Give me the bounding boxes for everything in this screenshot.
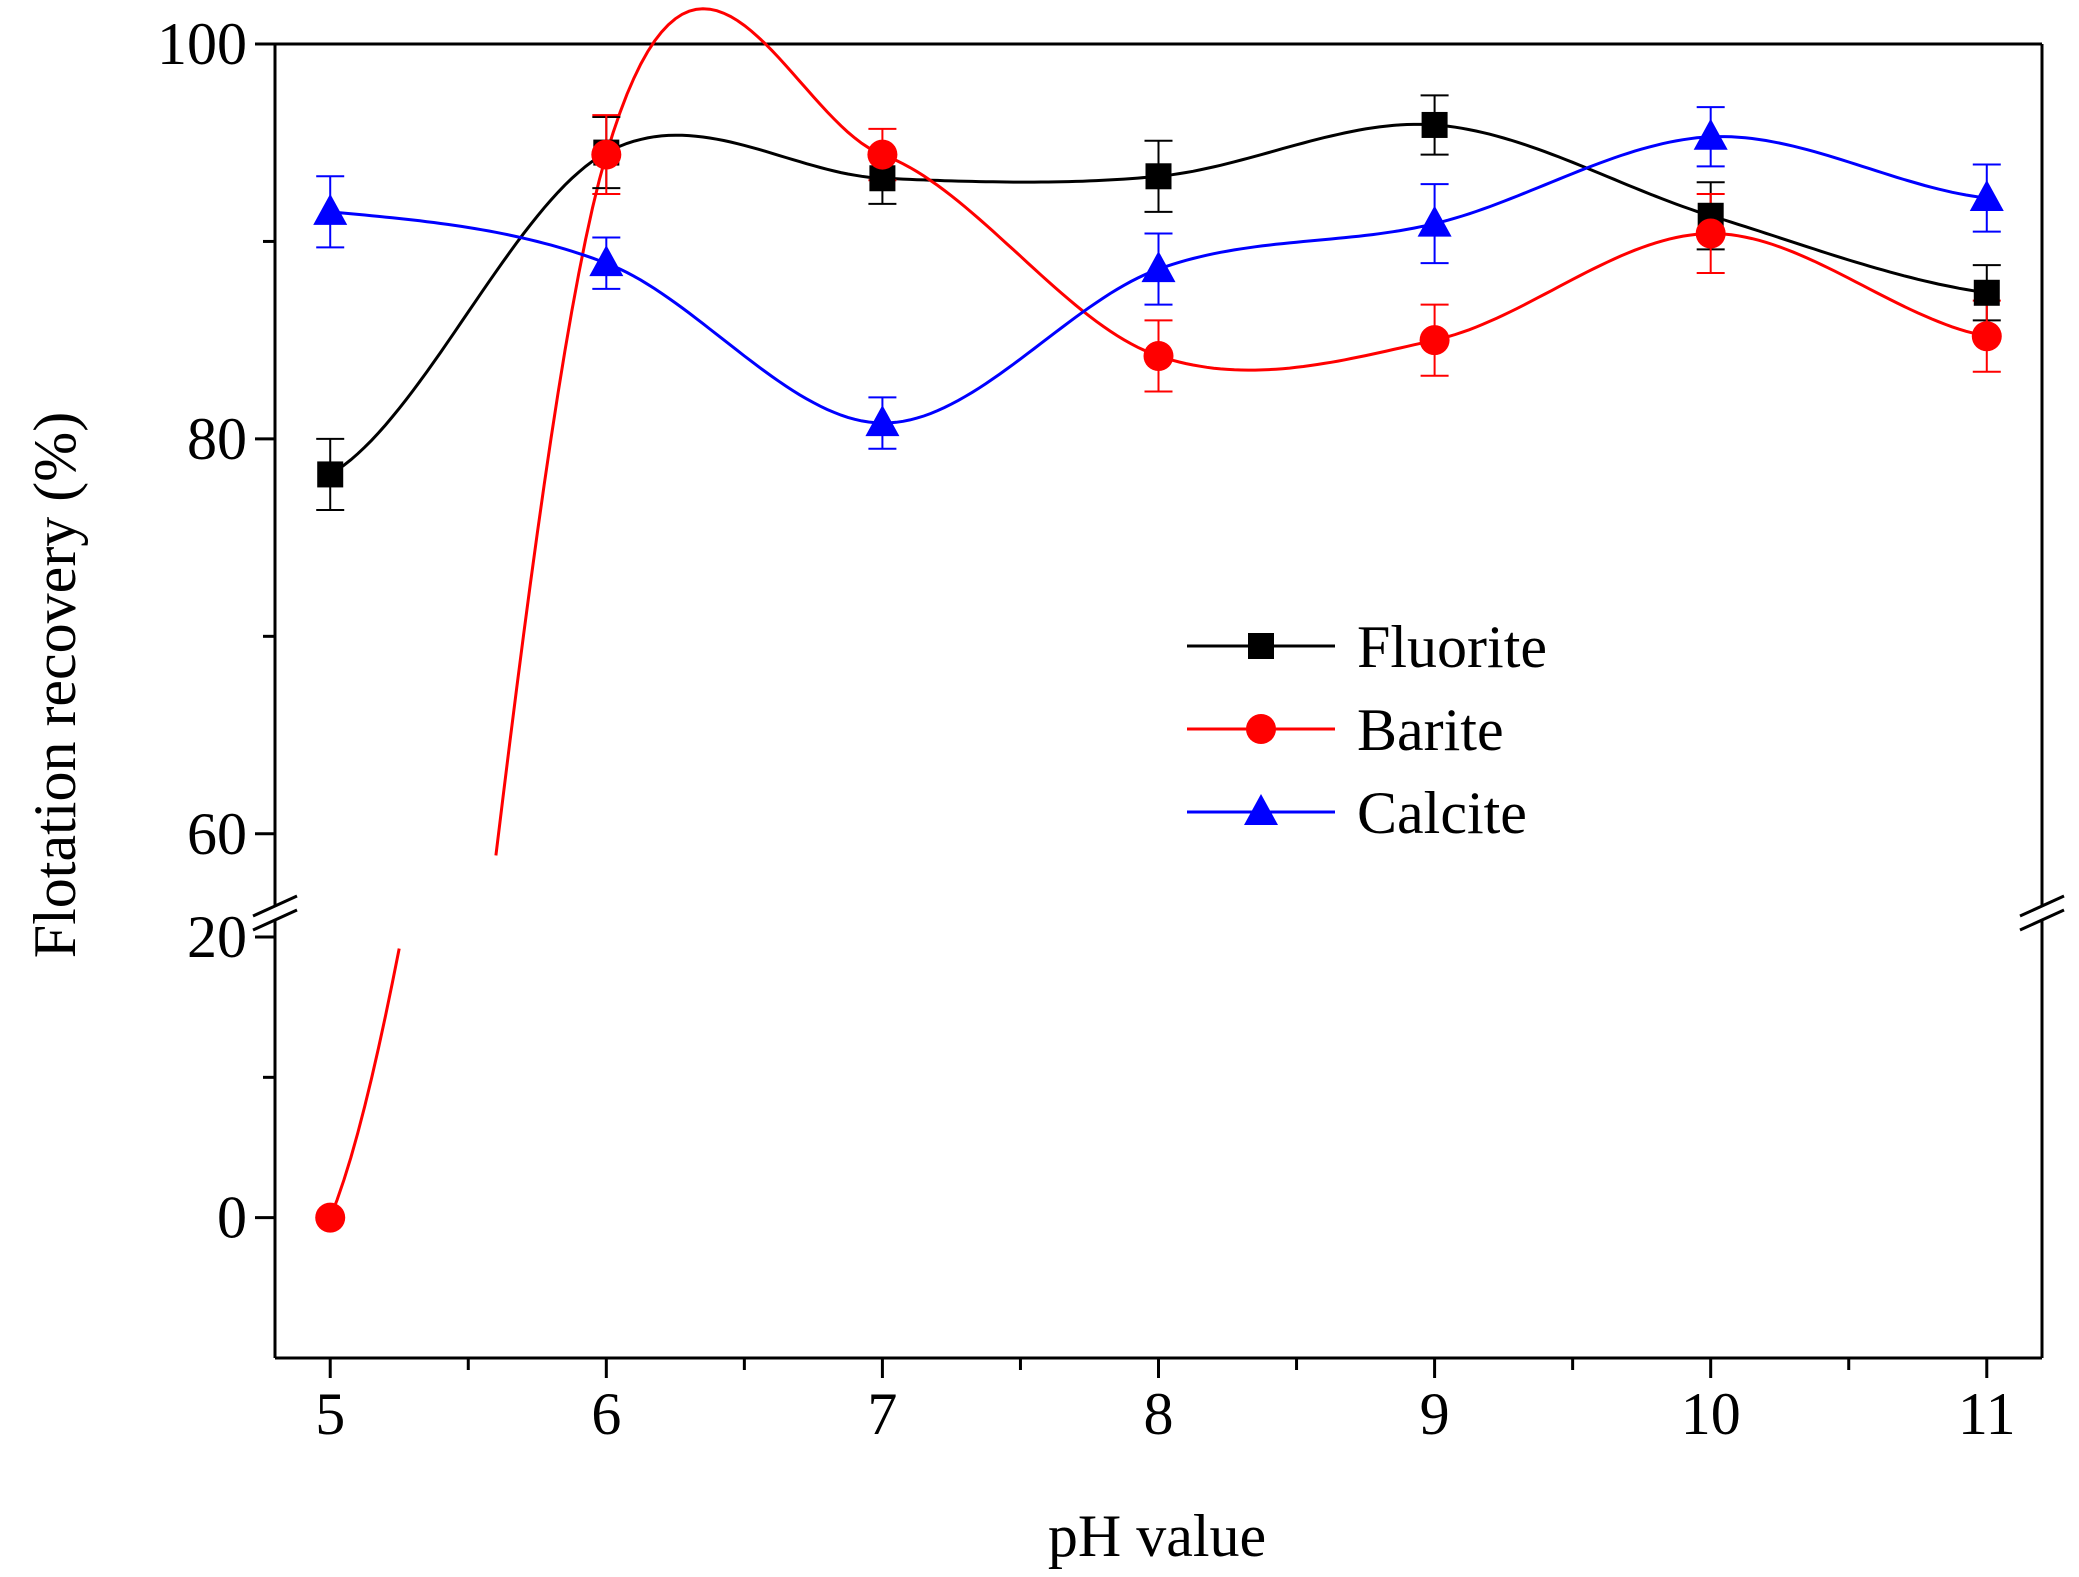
axis-break-mark-right-2 <box>2019 908 2065 932</box>
legend-label: Calcite <box>1357 780 1527 846</box>
plot-frame <box>273 42 2044 1360</box>
marker-barite-ph8 <box>1143 340 1174 371</box>
marker-calcite-ph11 <box>1969 180 2004 212</box>
x-axis-title: pH value <box>1048 1503 1266 1569</box>
legend-marker <box>1246 714 1276 744</box>
legend-marker <box>1244 794 1278 825</box>
legend-marker <box>1248 633 1274 659</box>
marker-calcite-ph8 <box>1141 251 1176 283</box>
error-bars <box>316 94 2001 511</box>
marker-calcite-ph6 <box>589 245 624 277</box>
legend-item-barite: Barite <box>1187 697 1504 763</box>
marker-barite-ph5 <box>315 1202 346 1233</box>
y-tick-label: 60 <box>187 801 247 867</box>
x-tick-label: 7 <box>867 1381 897 1447</box>
marker-barite-ph7 <box>867 139 898 170</box>
marker-calcite-ph9 <box>1417 205 1452 237</box>
axis-break-mark-left-2 <box>252 908 298 932</box>
marker-barite-ph9 <box>1419 325 1450 356</box>
x-tick-label: 8 <box>1144 1381 1174 1447</box>
marker-calcite-ph10 <box>1693 118 1728 150</box>
legend: Fluorite Barite Calcite <box>1187 614 1547 846</box>
marker-fluorite-ph8 <box>1145 163 1172 190</box>
marker-fluorite-ph5 <box>317 461 344 488</box>
data-markers <box>313 111 2004 1233</box>
x-tick-label: 6 <box>591 1381 621 1447</box>
legend-item-calcite: Calcite <box>1187 780 1527 846</box>
y-axis-title: Flotation recovery (%) <box>22 412 88 958</box>
axis-ticks <box>255 42 1989 1378</box>
axis-break-mark-right-1 <box>2019 894 2065 918</box>
y-tick-label: 80 <box>187 406 247 472</box>
marker-barite-ph6 <box>591 139 622 170</box>
legend-item-fluorite: Fluorite <box>1187 614 1547 680</box>
y-tick-label: 20 <box>187 904 247 970</box>
x-tick-label: 10 <box>1681 1381 1741 1447</box>
curve-barite <box>328 7 1988 1219</box>
marker-fluorite-ph9 <box>1421 111 1448 138</box>
marker-barite-ph10 <box>1695 218 1726 249</box>
y-tick-label: 0 <box>217 1185 247 1251</box>
tick-labels: 5 6 7 8 9 10 11 0 20 60 80 100 <box>157 11 2016 1447</box>
axis-break-marks <box>252 894 2065 932</box>
x-tick-label: 9 <box>1420 1381 1450 1447</box>
marker-fluorite-ph7 <box>869 165 896 192</box>
marker-calcite-ph7 <box>865 405 900 437</box>
legend-label: Barite <box>1357 697 1504 763</box>
marker-calcite-ph5 <box>313 193 348 225</box>
axis-break-mark-left-1 <box>252 894 298 918</box>
x-tick-label: 11 <box>1958 1381 2016 1447</box>
marker-fluorite-ph11 <box>1973 279 2000 306</box>
legend-label: Fluorite <box>1357 614 1547 680</box>
y-tick-label: 100 <box>157 11 247 77</box>
marker-barite-ph11 <box>1971 321 2002 352</box>
x-tick-label: 5 <box>315 1381 345 1447</box>
